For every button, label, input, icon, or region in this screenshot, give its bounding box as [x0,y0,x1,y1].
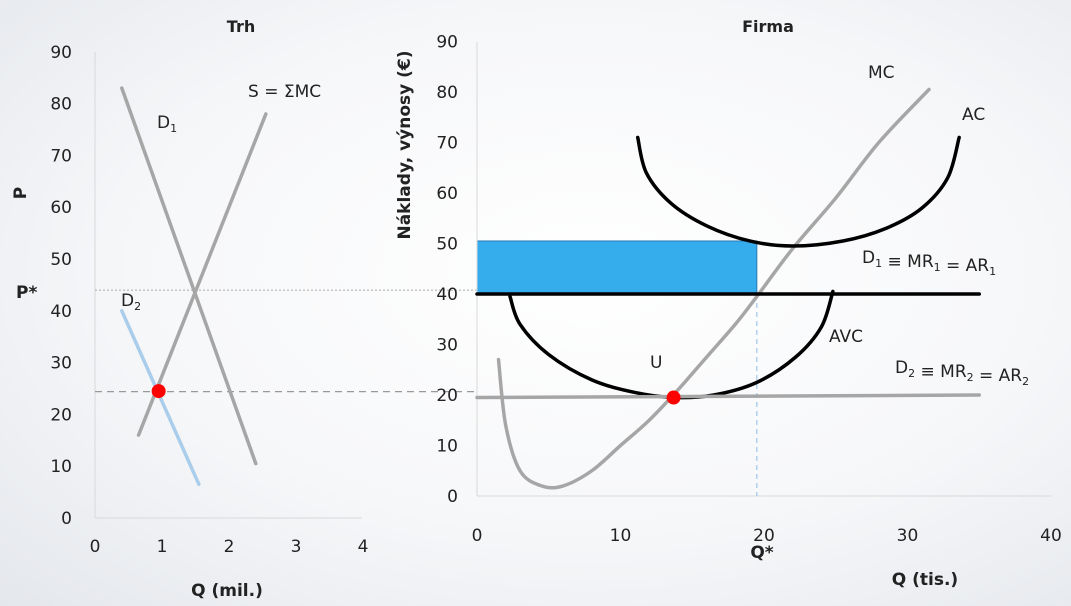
market-y-tick-label: 30 [50,354,72,374]
market-x-tick-label: 3 [291,537,302,557]
market-series-0-line [120,86,258,466]
market-series-1-line [136,112,268,437]
market-y-tick-label: 10 [50,457,72,477]
market-supply-label: S = ΣMC [248,82,321,102]
firm-ac-label: AC [962,105,985,125]
market-x-tick-label: 0 [90,537,101,557]
firm-y-tick-label: 70 [436,134,458,154]
market-d1-label: D1 [157,113,177,135]
firm-y-tick-label: 40 [436,285,458,305]
market-x-tick-label: 4 [358,537,369,557]
firm-y-tick-label: 60 [436,184,458,204]
market-title: Trh [227,17,255,36]
firm-y-label: Náklady, výnosy (€) [395,50,415,239]
market-y-tick-label: 80 [50,95,72,115]
firm-mc-label: MC [868,63,895,83]
market-x-tick-label: 1 [157,537,168,557]
firm-avc-label: AVC [829,327,863,347]
market-y-tick-label: 20 [50,405,72,425]
firm-y-tick-label: 90 [436,33,458,53]
firm-d2-label: D2 ≡ MR2 = AR2 [895,358,1029,388]
market-d2-label: D2 [121,291,141,313]
firm-series-0-line [496,87,931,490]
firm-panel: 0 10 20 30 40 50 60 70 80 90 0 10 20 30 40 Firma Q (t… [395,17,1062,590]
firm-x-tick-label: 30 [897,526,919,546]
firm-y-tick-label: 10 [436,437,458,457]
firm-series-4-line [475,393,981,400]
market-y-tick-label: 40 [50,302,72,322]
firm-y-tick-label: 0 [447,487,458,507]
quantity-marker-label: Q* [750,543,773,563]
market-x-tick-label: 2 [224,537,235,557]
firm-y-tick-label: 30 [436,336,458,356]
profit-rectangle [476,240,758,295]
market-y-tick-label: 90 [50,43,72,63]
firm-x-label: Q (tis.) [892,570,958,590]
firm-x-tick-label: 10 [610,526,632,546]
market-y-tick-label: 0 [61,509,72,529]
market-equilibrium-point [151,384,166,399]
price-marker-label: P* [16,283,37,303]
shutdown-point [666,390,681,405]
firm-series-1-line [635,135,961,248]
firm-y-tick-label: 50 [436,235,458,255]
firm-x-tick-label: 40 [1040,526,1062,546]
firm-d1-label: D1 ≡ MR1 = AR1 [862,248,996,278]
market-panel: 0 10 20 30 40 50 60 70 80 90 0 1 2 3 4 Trh Q (mil.) P… [11,17,477,601]
shutdown-label: U [650,353,662,373]
market-x-label: Q (mil.) [191,581,263,601]
market-y-tick-label: 70 [50,146,72,166]
firm-x-tick-label: 0 [472,526,483,546]
firm-y-tick-label: 20 [436,386,458,406]
market-y-label: P [11,187,31,199]
firm-series-2-line [508,289,835,400]
market-y-tick-label: 60 [50,198,72,218]
market-y-tick-label: 50 [50,250,72,270]
firm-y-tick-label: 80 [436,83,458,103]
firm-x-tick-label: 20 [753,526,775,546]
firm-title: Firma [742,17,794,36]
